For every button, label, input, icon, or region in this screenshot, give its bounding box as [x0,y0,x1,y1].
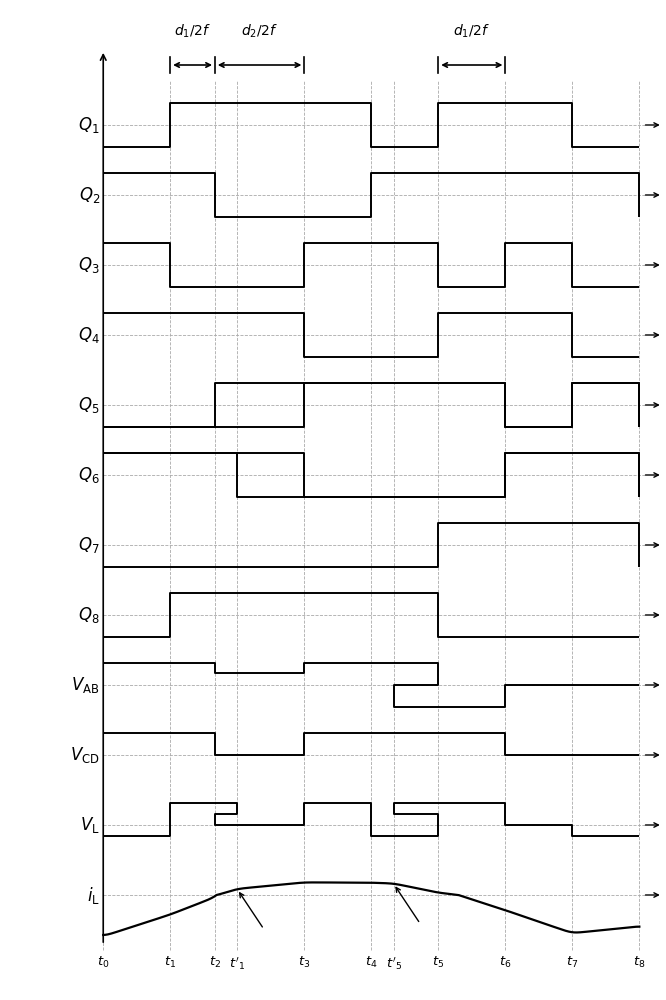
Text: $Q_4$: $Q_4$ [78,325,100,345]
Text: $i_{\mathrm{L}}$: $i_{\mathrm{L}}$ [87,885,100,906]
Text: $d_1/2f$: $d_1/2f$ [454,23,490,40]
Text: $t_5$: $t_5$ [432,955,444,970]
Text: $t_4$: $t_4$ [365,955,378,970]
Text: $t_1$: $t_1$ [164,955,176,970]
Text: $Q_6$: $Q_6$ [78,465,100,485]
Text: $V_{\mathrm{L}}$: $V_{\mathrm{L}}$ [80,815,100,835]
Text: $t'_5$: $t'_5$ [386,955,402,972]
Text: $t_8$: $t_8$ [633,955,645,970]
Text: $t_7$: $t_7$ [566,955,579,970]
Text: $t_2$: $t_2$ [209,955,221,970]
Text: $V_{\mathrm{CD}}$: $V_{\mathrm{CD}}$ [70,745,100,765]
Text: $Q_8$: $Q_8$ [79,605,100,625]
Text: $t_3$: $t_3$ [298,955,310,970]
Text: $Q_5$: $Q_5$ [79,395,100,415]
Text: $t'_1$: $t'_1$ [229,955,245,972]
Text: $t_6$: $t_6$ [499,955,511,970]
Text: $d_2/2f$: $d_2/2f$ [241,23,278,40]
Text: $d_1/2f$: $d_1/2f$ [174,23,211,40]
Text: $Q_7$: $Q_7$ [79,535,100,555]
Text: $t_0$: $t_0$ [97,955,109,970]
Text: $Q_1$: $Q_1$ [79,115,100,135]
Text: $Q_2$: $Q_2$ [79,185,100,205]
Text: $Q_3$: $Q_3$ [79,255,100,275]
Text: $V_{\mathrm{AB}}$: $V_{\mathrm{AB}}$ [71,675,100,695]
